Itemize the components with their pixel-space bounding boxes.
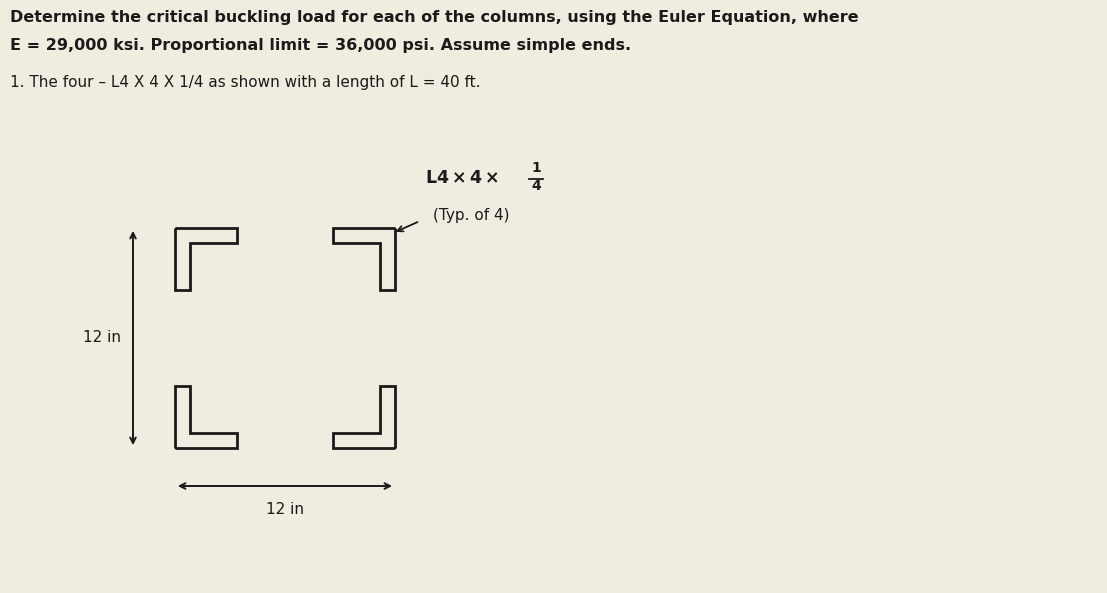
Text: (Typ. of 4): (Typ. of 4) [433, 208, 509, 223]
Text: 4: 4 [531, 178, 541, 193]
Text: 12 in: 12 in [266, 502, 304, 517]
Text: 1: 1 [531, 161, 541, 176]
Text: 1. The four – L4 X 4 X 1/4 as shown with a length of L = 40 ft.: 1. The four – L4 X 4 X 1/4 as shown with… [10, 75, 480, 90]
Text: 12 in: 12 in [83, 330, 121, 346]
Text: $\mathbf{L}$$\mathbf{4 \times 4 \times}$: $\mathbf{L}$$\mathbf{4 \times 4 \times}$ [425, 169, 499, 187]
Text: E = 29,000 ksi. Proportional limit = 36,000 psi. Assume simple ends.: E = 29,000 ksi. Proportional limit = 36,… [10, 38, 631, 53]
Text: Determine the critical buckling load for each of the columns, using the Euler Eq: Determine the critical buckling load for… [10, 10, 859, 25]
